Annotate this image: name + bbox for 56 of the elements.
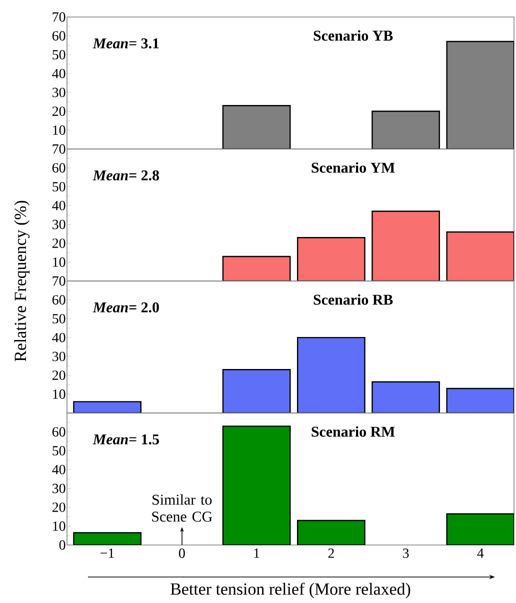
annotation: Mean= 3.1: [92, 38, 159, 48]
x-tick-label: 1: [254, 548, 260, 558]
bar: [296, 237, 366, 281]
text: Scenario YB: [314, 30, 393, 41]
y-tick-label: 20: [52, 502, 66, 512]
text: Scenario RB: [314, 294, 393, 305]
bar: [446, 388, 514, 413]
y-tick-label: 10: [53, 389, 66, 399]
annotation: Similar to Scene CG: [152, 494, 212, 522]
x-axis-title: Better tension relief (More relaxed): [170, 582, 410, 598]
y-tick-label: 40: [52, 464, 66, 474]
bar: [296, 520, 366, 546]
y-tick-label: 10: [53, 521, 66, 531]
y-tick-label: 70: [52, 12, 66, 22]
y-tick-label: 70: [52, 144, 66, 154]
bar: [222, 370, 290, 413]
y-tick-label: 20: [52, 106, 66, 116]
y-tick-label: 30: [52, 88, 66, 98]
x-tick-label: 3: [402, 548, 409, 558]
y-axis-title: Relative Frequency (%): [14, 200, 30, 362]
y-tick-label: 60: [52, 31, 66, 41]
bar: [446, 513, 514, 546]
y-tick-label: 10: [53, 125, 66, 135]
y-tick-label: 30: [52, 352, 66, 362]
y-tick-label: 60: [52, 295, 66, 305]
y-tick-label: 0: [59, 540, 66, 550]
y-tick-label: 50: [52, 182, 66, 192]
y-tick-label: 30: [52, 484, 66, 494]
bar: [372, 210, 440, 281]
y-tick-label: 30: [52, 220, 66, 230]
y-tick-label: 70: [52, 276, 66, 286]
y-tick-label: 50: [52, 314, 66, 324]
y-tick-label: 20: [52, 238, 66, 248]
y-tick-label: 50: [52, 50, 66, 60]
x-tick-label: −1: [100, 548, 114, 558]
y-tick-label: 20: [52, 370, 66, 380]
text: Scenario RM: [312, 426, 395, 437]
bar: [222, 426, 291, 546]
bar: [222, 256, 291, 281]
annotation: Mean= 2.0: [92, 302, 159, 312]
y-tick-label: 50: [52, 446, 66, 456]
y-tick-label: 60: [52, 427, 66, 437]
x-tick-label: 4: [477, 548, 484, 558]
bar: [372, 382, 440, 413]
x-tick-label: 0: [178, 548, 185, 558]
bar: [298, 338, 365, 413]
y-tick-label: 40: [52, 68, 66, 78]
y-tick-label: 40: [52, 200, 66, 210]
annotation: Mean= 2.8: [92, 170, 160, 180]
y-tick-label: 60: [52, 163, 66, 173]
x-tick-label: 2: [328, 548, 334, 558]
y-tick-label: 10: [53, 257, 66, 267]
bar: [446, 231, 514, 281]
y-tick-label: 40: [52, 332, 66, 342]
annotation: Mean= 1.5: [92, 434, 159, 444]
text: Scenario YM: [312, 162, 395, 173]
